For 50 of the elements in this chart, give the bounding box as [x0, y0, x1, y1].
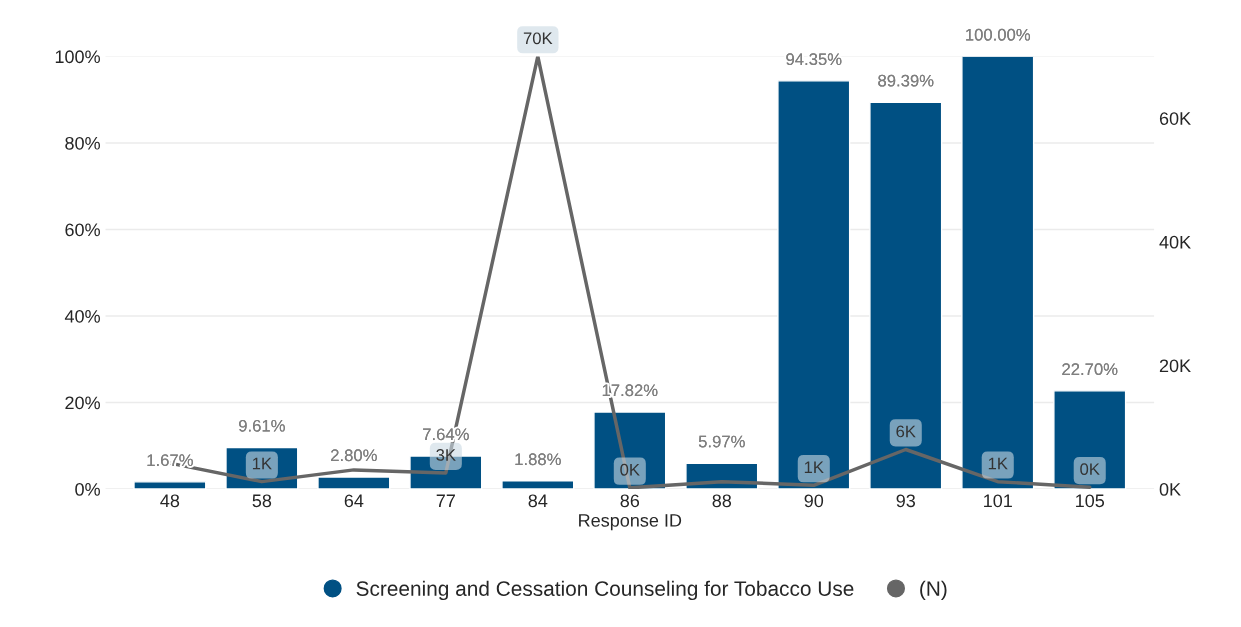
bar: [593, 411, 667, 490]
data-label: 89.39%: [878, 74, 934, 87]
x-tick-label: 105: [1076, 494, 1105, 508]
y-tick-label: 80%: [65, 136, 100, 150]
legend-label: (N): [920, 580, 947, 601]
data-label: 70K: [523, 32, 553, 45]
x-axis-title: Response ID: [579, 514, 682, 531]
data-label: 100.00%: [966, 28, 1031, 41]
x-tick-label: 77: [436, 494, 455, 508]
data-label: 0K: [1080, 463, 1100, 476]
x-tick-label: 90: [804, 494, 824, 508]
data-label: 0K: [620, 463, 640, 476]
y2-tick-label: 20K: [1159, 359, 1191, 373]
bar: [1053, 390, 1127, 490]
data-label: 1K: [804, 461, 824, 473]
x-tick-label: 58: [252, 494, 272, 508]
data-label: 9.61%: [239, 419, 285, 432]
x-tick-label: 64: [344, 494, 364, 508]
y-tick-label: 40%: [64, 309, 100, 323]
data-label: 1K: [252, 457, 272, 470]
bar: [225, 446, 299, 490]
x-tick-label: 93: [896, 494, 916, 508]
y-tick-label: 100%: [55, 50, 100, 64]
y2-tick-label: 60K: [1159, 112, 1191, 125]
data-label: 22.70%: [1062, 363, 1118, 376]
x-tick-label: 84: [528, 494, 548, 508]
bar: [961, 56, 1035, 490]
data-label: 6K: [896, 425, 916, 438]
bar: [133, 481, 207, 490]
x-tick-label: 48: [160, 494, 180, 508]
data-label: 94.35%: [786, 53, 842, 66]
legend-label: Screening and Cessation Counseling for Tobacco Use: [356, 580, 854, 601]
bar: [777, 80, 851, 490]
bar: [869, 101, 943, 490]
x-tick-label: 101: [984, 494, 1012, 508]
data-label: 1.88%: [515, 453, 561, 466]
x-tick-label: 88: [712, 494, 732, 508]
bar: [501, 480, 575, 490]
y2-tick-label: 0K: [1159, 482, 1181, 496]
y-tick-label: 20%: [65, 396, 100, 410]
y-tick-label: 0%: [75, 482, 100, 496]
data-label: 1K: [988, 457, 1008, 470]
data-label: 2.80%: [331, 449, 377, 462]
bar: [317, 476, 391, 490]
x-tick-label: 86: [620, 494, 640, 508]
data-label: 1.67%: [147, 454, 193, 467]
data-label: 3K: [436, 449, 456, 461]
data-label: 5.97%: [698, 435, 745, 448]
y-tick-label: 60%: [65, 223, 100, 237]
y2-tick-label: 40K: [1159, 235, 1191, 249]
